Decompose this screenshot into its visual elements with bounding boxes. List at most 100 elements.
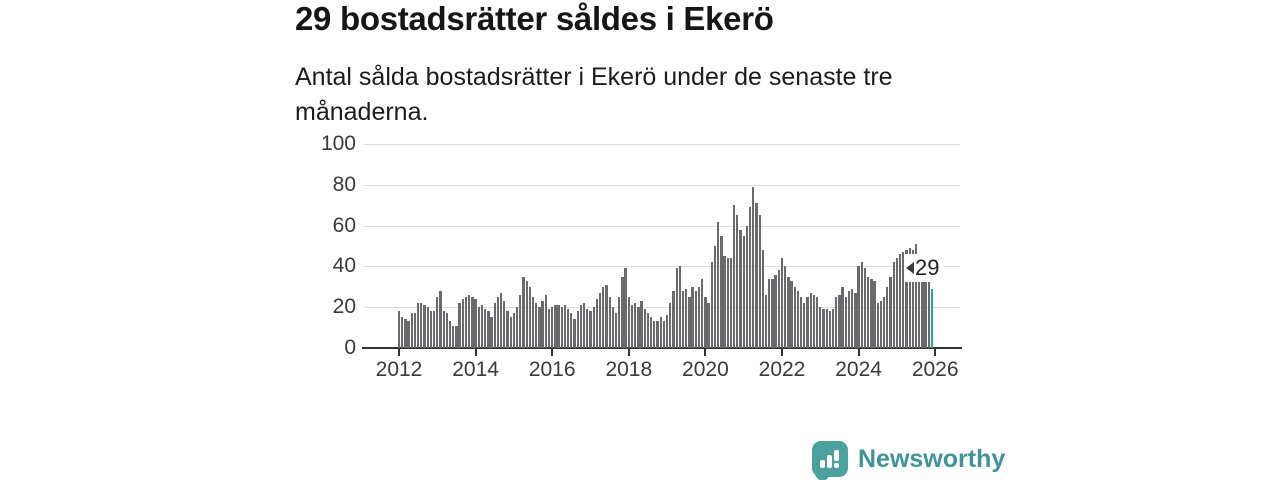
x-axis-tick-2014 (474, 348, 477, 356)
bar (895, 258, 899, 348)
bar (595, 299, 599, 348)
left-arrow-icon (906, 262, 914, 274)
bar (764, 294, 768, 348)
bar (458, 303, 461, 348)
bar (515, 307, 519, 348)
x-axis-tick-2012 (398, 348, 400, 356)
x-axis-label-2018: 2018 (605, 358, 653, 381)
bar (678, 266, 682, 348)
bar (854, 292, 857, 348)
x-axis-tick-2026 (934, 348, 937, 356)
bar (819, 307, 822, 348)
bar (723, 256, 726, 348)
bar (771, 278, 774, 348)
logo-exclamation-stem (834, 450, 839, 461)
bar (439, 290, 442, 348)
bar (742, 235, 745, 348)
bar (851, 288, 854, 348)
bar (755, 203, 758, 348)
bar (499, 292, 503, 348)
bar (892, 262, 895, 348)
bar (921, 262, 924, 348)
bar (413, 313, 417, 348)
bar (704, 297, 707, 348)
bar (672, 290, 675, 348)
bar (614, 313, 618, 348)
bar (918, 256, 921, 348)
bar (506, 311, 509, 348)
bar (519, 294, 522, 348)
bar (665, 315, 669, 348)
bar (455, 325, 458, 348)
bar (784, 266, 787, 348)
highlight-value-label: 29 (915, 255, 940, 280)
bar (429, 311, 433, 348)
bar (589, 311, 592, 348)
y-axis-label-20: 20 (332, 295, 356, 319)
bar (471, 297, 474, 348)
bar (688, 297, 691, 348)
bar (487, 311, 490, 348)
bar (812, 294, 816, 348)
bar (621, 276, 624, 348)
bar (710, 262, 713, 348)
bar (908, 248, 911, 348)
bar (560, 307, 563, 348)
chart-subtitle: Antal sålda bostadsrätter i Ekerö under … (295, 63, 893, 126)
bar (432, 311, 436, 348)
bar (796, 290, 800, 348)
bar (889, 276, 892, 348)
bar (570, 313, 573, 348)
bar (800, 297, 803, 348)
bar (911, 250, 914, 348)
bar (860, 262, 863, 348)
bar (745, 225, 749, 348)
bar (732, 205, 736, 348)
bar (627, 297, 630, 348)
bar (831, 309, 835, 348)
logo-bar-medium (827, 455, 832, 468)
bar (669, 303, 672, 348)
highlighted-bar (930, 288, 934, 348)
gridline-60 (364, 225, 960, 227)
bar (592, 307, 595, 348)
gridline-40 (364, 266, 960, 268)
bar (685, 288, 688, 348)
bar (618, 297, 621, 348)
bar (729, 258, 733, 348)
bar (748, 207, 752, 348)
bar (694, 290, 697, 348)
bar (477, 307, 480, 348)
bar (701, 278, 704, 348)
bar (835, 297, 838, 348)
newsworthy-branding[interactable]: Newsworthy (812, 441, 1006, 480)
bar (780, 258, 784, 348)
bar (659, 317, 662, 348)
bar (401, 317, 404, 348)
bar (452, 325, 455, 348)
x-axis-tick-2016 (551, 348, 554, 356)
bar (509, 317, 512, 348)
x-axis-label-2016: 2016 (528, 358, 576, 381)
newsworthy-wordmark: Newsworthy (858, 444, 1006, 473)
logo-bar-small (820, 460, 825, 468)
bar (417, 303, 420, 348)
bar (493, 303, 496, 348)
bar (809, 292, 812, 348)
bar (547, 309, 551, 348)
bar (914, 243, 918, 348)
bar (407, 321, 410, 348)
bar (611, 307, 614, 348)
bar (646, 313, 650, 348)
x-axis-tick-2020 (704, 348, 707, 356)
x-axis-label-2022: 2022 (758, 358, 806, 381)
bar (630, 305, 634, 348)
bar (522, 276, 525, 348)
bar (512, 313, 516, 348)
x-axis-tick-2024 (857, 348, 860, 356)
bar (608, 297, 611, 348)
bar (739, 229, 742, 348)
bar (397, 311, 401, 348)
bar (790, 280, 793, 348)
